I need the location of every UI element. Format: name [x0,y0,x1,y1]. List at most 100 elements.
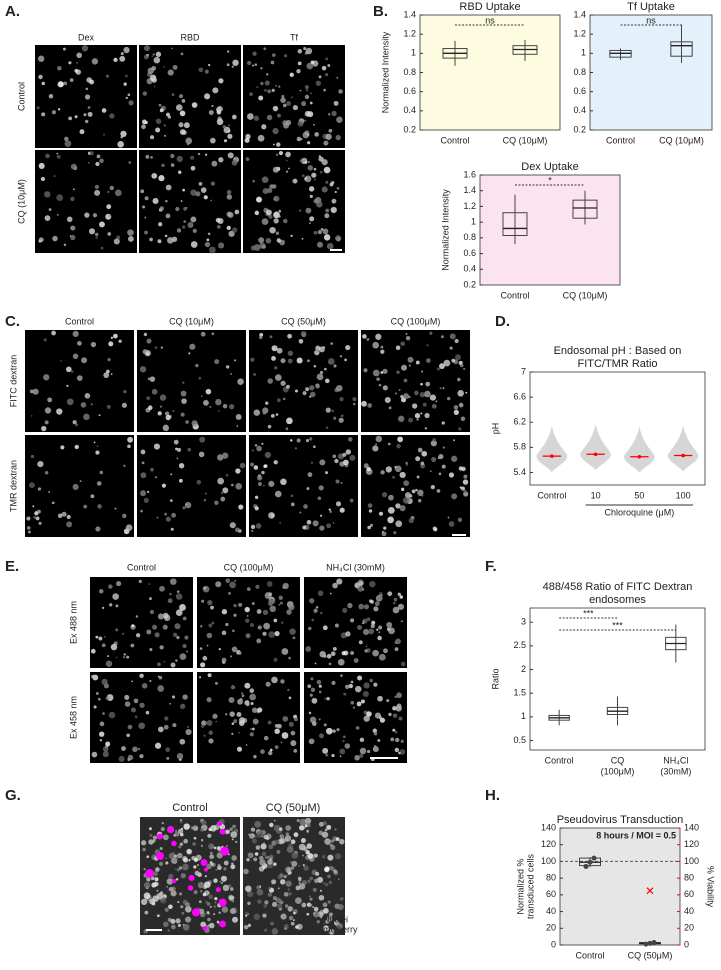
cell [30,454,35,459]
cell [309,391,316,398]
cell [158,103,162,107]
cell [99,589,104,594]
cell [249,732,254,737]
cell [127,236,134,242]
cell [261,124,267,130]
cell [378,511,384,516]
cell [245,914,248,917]
cell [259,855,264,861]
cell [207,232,211,236]
cell [288,656,291,660]
cell [258,237,265,244]
y-tick-label: 0.4 [463,264,476,274]
cell [151,55,154,58]
cell [183,220,187,224]
cell [285,832,289,836]
cell [251,449,254,452]
cell [266,581,273,587]
cell [63,243,67,247]
plot-area [589,14,713,131]
cell [208,623,213,628]
cell [404,492,411,499]
cell [143,881,151,889]
cell [388,494,394,501]
cell [215,681,218,685]
cell [160,346,163,349]
cell [296,438,301,443]
cell [234,840,238,844]
median-dot [550,454,554,458]
cell [341,651,346,656]
cell [268,631,276,638]
cell [283,397,286,401]
cell [177,923,182,927]
cell [309,222,311,225]
cell [158,675,163,680]
panel-label: C. [5,313,20,330]
cell [290,839,296,845]
cell [96,154,101,159]
cell [263,735,269,741]
cell [230,685,236,690]
cell [175,447,178,451]
cell [276,903,283,910]
cell [238,717,245,724]
cell [326,824,332,830]
cell [125,96,128,100]
cell [235,527,240,533]
cell [57,65,62,71]
cell [90,648,96,654]
cell [298,843,306,851]
cell [304,119,307,122]
plot-area [419,14,561,131]
cell [281,95,285,98]
cell [462,479,469,485]
cell [180,200,183,202]
cell [407,356,414,363]
cell [225,365,230,369]
row-label: FITC dextran [8,355,18,408]
cell [52,235,58,242]
cell [144,230,148,235]
y-tick-label: 5.4 [513,467,526,477]
cell [85,87,89,91]
cell [376,377,380,381]
cell [183,207,187,211]
cell [317,241,324,248]
cell [166,878,174,885]
cell [190,241,198,248]
cell [205,721,208,725]
cell [259,859,266,866]
cell [256,888,264,896]
cell [176,228,182,233]
cell [265,401,269,405]
cell [267,720,272,725]
cell [206,720,213,727]
y-tick-label: 0.8 [573,67,586,77]
cell [294,717,298,722]
cell [106,204,112,210]
cell [439,363,445,370]
cell [293,832,299,838]
cell [305,47,313,55]
cell [276,238,281,243]
cell [198,868,201,871]
cell [203,195,208,200]
cell [216,118,224,126]
cell [198,908,205,915]
plot-area [559,827,681,946]
cell [74,115,78,119]
cell [298,882,301,885]
cell [48,94,54,99]
cell [361,400,367,407]
cell [431,456,437,462]
cell [446,396,451,401]
cell [249,92,253,96]
cell [308,738,315,745]
cell [72,483,79,491]
x-tick-label: CQ (10μM) [659,135,704,145]
cell [306,823,311,828]
cell [195,191,201,197]
y-tick-label: 20 [546,923,556,933]
cell [200,331,206,337]
